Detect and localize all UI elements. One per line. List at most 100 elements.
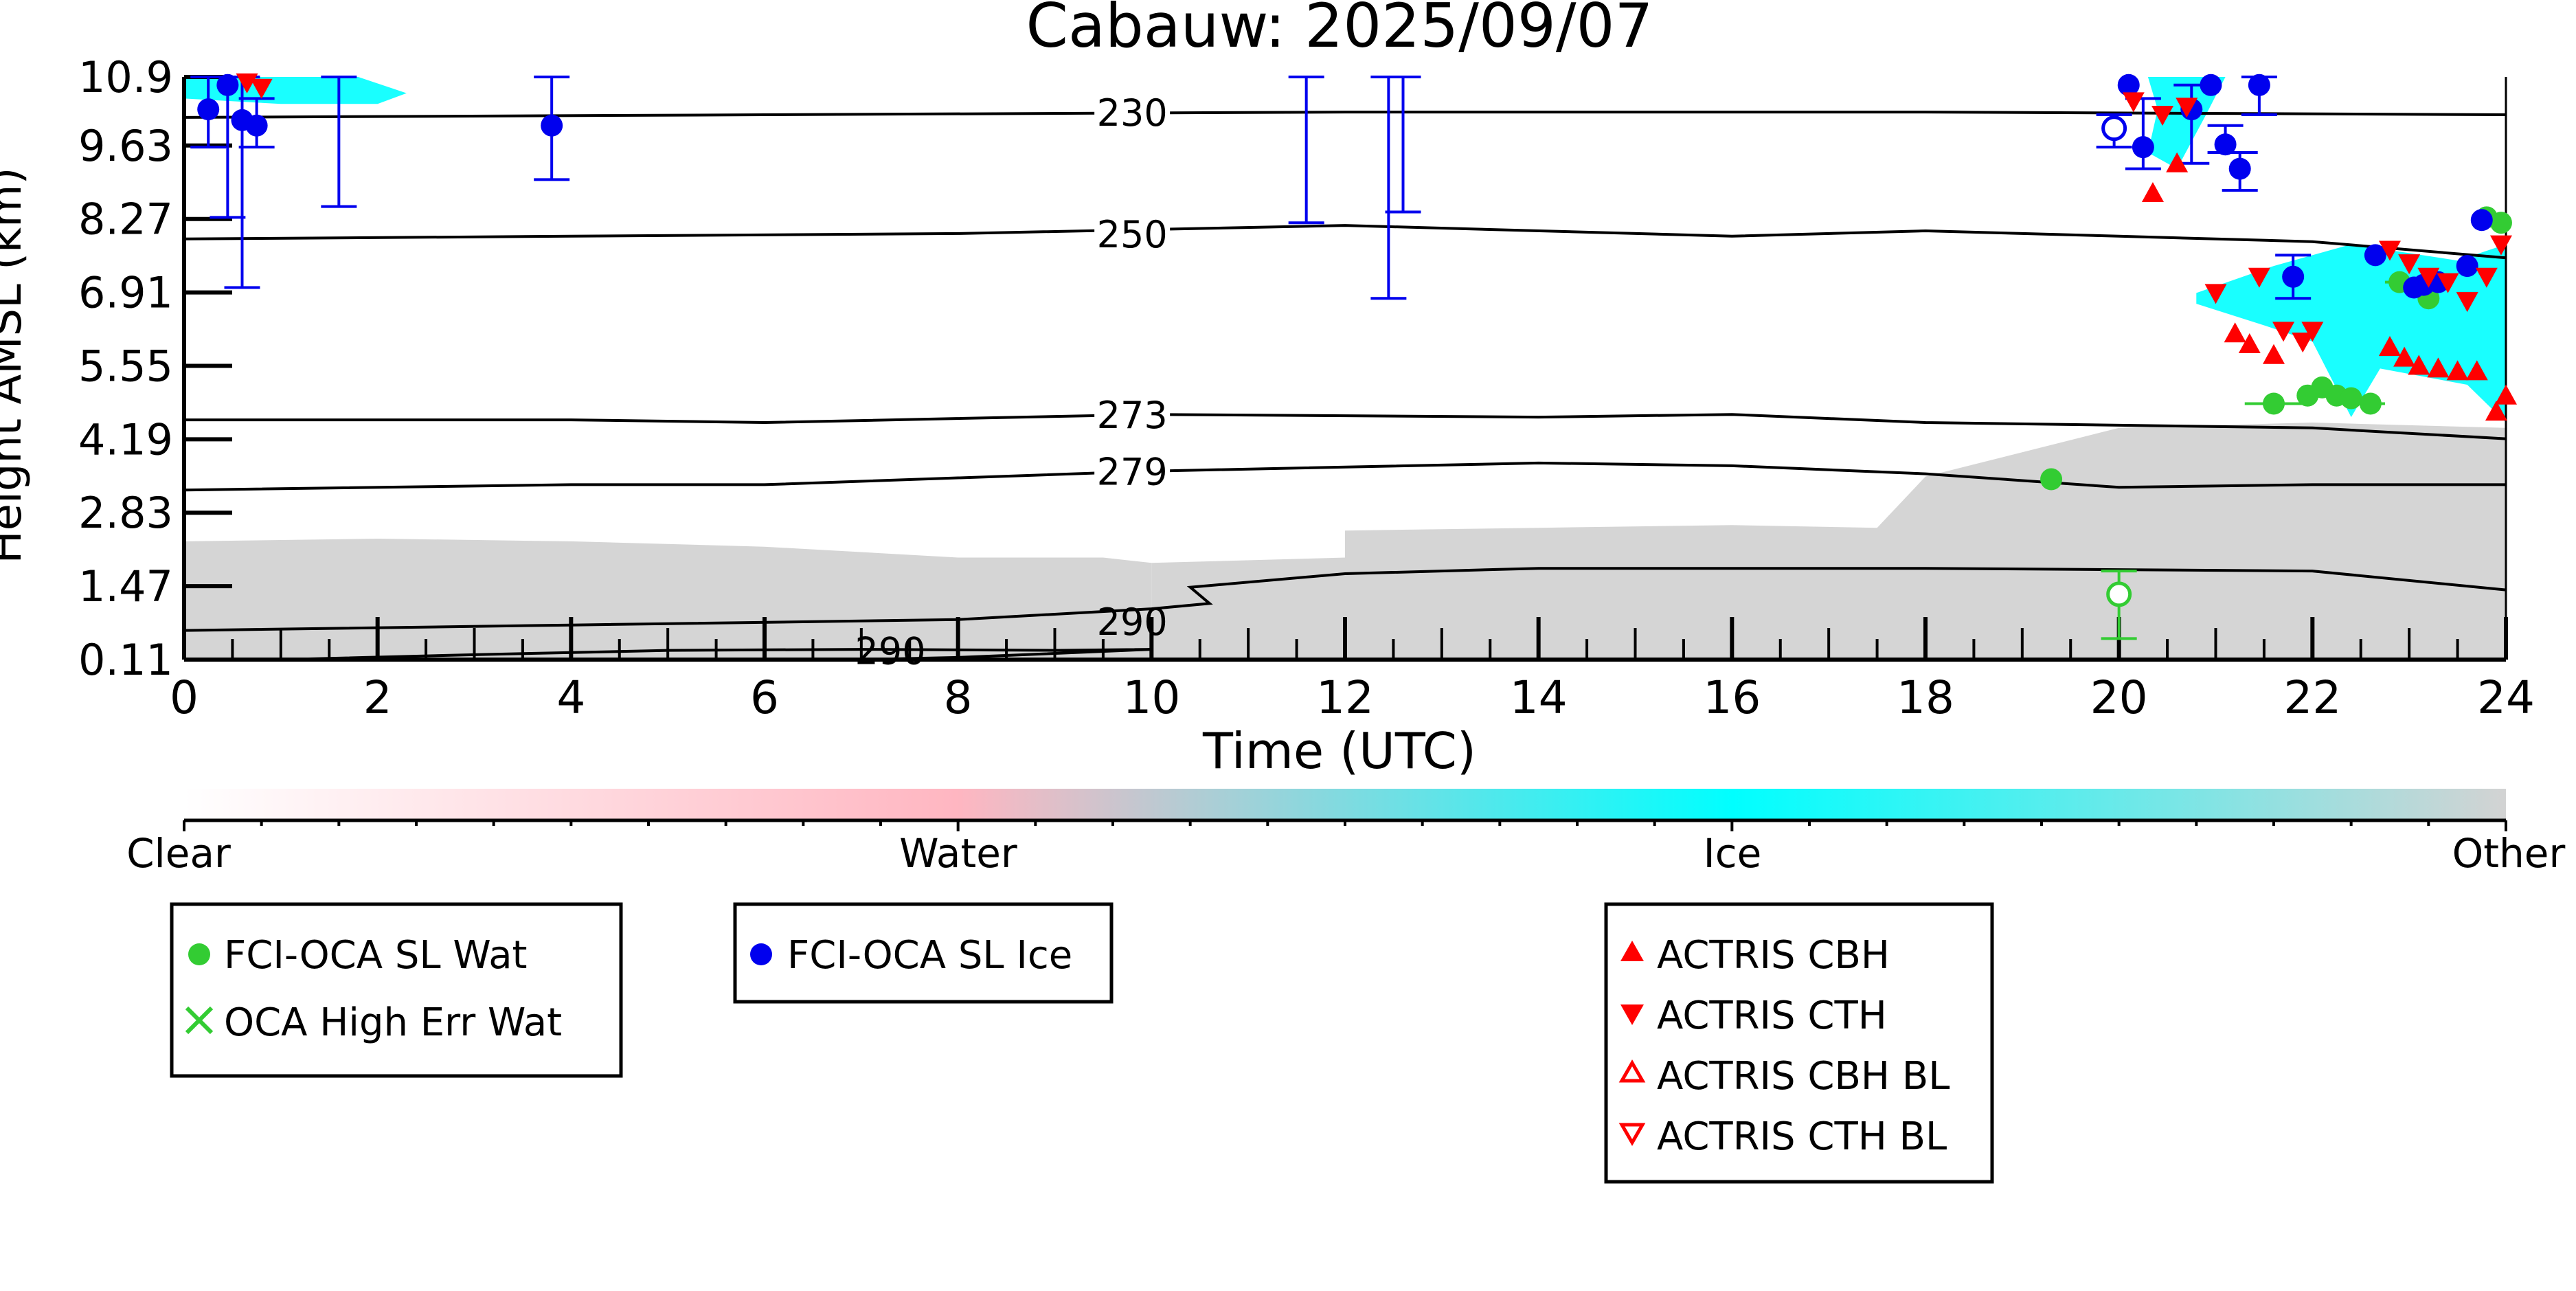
circle-marker: [2214, 133, 2237, 156]
legend-water: FCI-OCA SL Wat OCA High Err Wat: [170, 902, 623, 1078]
cbh-marker: [2238, 333, 2261, 354]
cbh-marker: [2446, 360, 2469, 381]
x-tick-label: 10: [1122, 671, 1180, 724]
circle-marker: [2470, 209, 2493, 232]
legend-ice: FCI-OCA SL Ice: [733, 902, 1114, 1004]
legend-entry-label: ACTRIS CTH: [1657, 993, 1887, 1038]
y-tick-label: 8.27: [78, 194, 173, 245]
cbh-marker: [2427, 357, 2450, 378]
cth-marker: [2151, 106, 2174, 126]
colorbar-label-ice: Ice: [1704, 830, 1762, 877]
legend-marker-circle-blue: [750, 943, 772, 965]
cth-marker: [2272, 322, 2295, 342]
cth-marker: [2456, 292, 2478, 313]
y-tick-label: 9.63: [78, 121, 173, 171]
legend-entry-label: FCI-OCA SL Wat: [224, 933, 528, 978]
contour-label: 273: [1097, 394, 1168, 437]
chart-title: Cabauw: 2025/09/07: [1026, 0, 1653, 61]
circle-marker: [2282, 265, 2305, 288]
circle-marker: [2364, 244, 2386, 267]
legend-marker-circle-green: [188, 943, 210, 965]
cth-marker: [236, 73, 258, 93]
circle-marker: [2340, 387, 2362, 409]
colorbar-ticks: [183, 820, 2507, 831]
contour-label-bg: [1094, 450, 1171, 489]
x-tick-label: 4: [556, 671, 585, 724]
contour-line: [183, 224, 2507, 260]
x-tick-label: 8: [944, 671, 973, 724]
circle-marker: [2040, 468, 2063, 491]
contour-label: 279: [1097, 451, 1168, 494]
x-tick-label: 0: [170, 671, 199, 724]
circle-marker: [2263, 392, 2285, 415]
contour-label-bg: [1094, 394, 1171, 433]
legend-box: [733, 902, 1114, 1004]
cth-marker: [2417, 267, 2440, 288]
circle-marker: [245, 114, 268, 137]
x-tick-label: 20: [2090, 671, 2148, 724]
cloud-region-other: [1151, 423, 2506, 660]
cth-marker: [250, 78, 273, 99]
open-circle-marker: [2101, 115, 2127, 142]
legend-entry-label: OCA High Err Wat: [224, 1000, 562, 1045]
cbh-marker: [2379, 335, 2401, 356]
contour-label: 290: [1097, 600, 1168, 644]
y-tick-label: 6.91: [78, 268, 173, 318]
x-tick-label: 6: [750, 671, 779, 724]
x-tick-label: 14: [1510, 671, 1568, 724]
x-tick-label: 22: [2283, 671, 2341, 724]
legend-entry-label: ACTRIS CBH: [1657, 933, 1890, 978]
colorbar-gradient: [184, 789, 2506, 820]
cbh-marker: [2465, 360, 2488, 381]
cbh-marker: [2408, 355, 2430, 375]
x-tick-label: 24: [2477, 671, 2535, 724]
circle-marker: [216, 74, 239, 96]
x-tick-label: 16: [1703, 671, 1761, 724]
legend-entry-label: ACTRIS CTH BL: [1657, 1114, 1947, 1159]
y-tick-label: 2.83: [78, 488, 173, 538]
y-tick-label: 10.9: [78, 52, 173, 102]
cth-marker: [2489, 235, 2512, 256]
circle-marker: [2359, 392, 2382, 415]
colorbar: Clear Water Ice Other: [126, 789, 2565, 877]
cbh-marker: [2141, 181, 2164, 202]
legend-marker-cross-green: [185, 1006, 214, 1035]
colorbar-label-other: Other: [2452, 830, 2566, 877]
circle-marker: [2456, 255, 2478, 278]
y-axis-label: Height AMSL (km): [0, 168, 32, 564]
plot-area: 230 250 273 279 290 290 0.11 1.47 2.83 4.19 5.55 6.…: [78, 52, 2535, 724]
circle-marker: [2132, 136, 2154, 159]
y-tick-label: 0.11: [78, 635, 173, 685]
contour-label-bg: [1094, 212, 1171, 251]
cbh-marker: [2166, 152, 2189, 172]
x-axis-label: Time (UTC): [1202, 722, 1476, 780]
legend-marker-triangle-up-open: [1618, 1059, 1646, 1083]
cth-marker: [2398, 254, 2421, 275]
contour-line: [183, 567, 2507, 632]
cbh-marker: [2495, 384, 2517, 405]
legend-marker-triangle-down: [1620, 1004, 1644, 1025]
legend-entry-label: FCI-OCA SL Ice: [787, 933, 1072, 978]
contour-label: 230: [1097, 91, 1168, 135]
cloud-region-ice: [2147, 77, 2226, 169]
cth-marker: [2292, 333, 2314, 353]
cth-marker: [2437, 273, 2459, 293]
legend-marker-triangle-up: [1620, 941, 1644, 961]
x-tick-label: 2: [363, 671, 392, 724]
circle-marker: [2200, 74, 2222, 96]
y-tick-label: 1.47: [78, 561, 173, 611]
cth-marker: [2248, 267, 2270, 288]
colorbar-label-clear: Clear: [126, 830, 231, 877]
cth-marker: [2475, 267, 2498, 288]
circle-marker: [541, 114, 563, 137]
circle-marker: [2228, 157, 2251, 180]
cth-marker: [2204, 284, 2227, 304]
legend-box: [170, 902, 623, 1078]
x-tick-label: 18: [1897, 671, 1954, 724]
legend-entry-label: ACTRIS CBH BL: [1657, 1054, 1950, 1099]
cbh-marker: [2485, 401, 2507, 421]
circle-marker: [2248, 74, 2270, 96]
circle-marker: [2117, 74, 2140, 96]
